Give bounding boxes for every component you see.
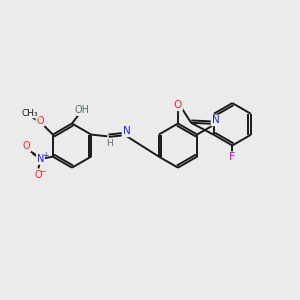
Text: O: O	[23, 141, 31, 151]
Text: −: −	[39, 167, 45, 176]
Text: CH₃: CH₃	[22, 109, 38, 118]
Text: O: O	[36, 116, 44, 126]
Text: H: H	[106, 139, 113, 148]
Text: O: O	[34, 170, 42, 180]
Text: +: +	[42, 151, 48, 160]
Text: F: F	[229, 152, 236, 162]
Text: O: O	[174, 100, 182, 110]
Text: N: N	[37, 154, 44, 164]
Text: OH: OH	[74, 105, 89, 115]
Text: N: N	[123, 126, 130, 136]
Text: N: N	[212, 116, 219, 125]
